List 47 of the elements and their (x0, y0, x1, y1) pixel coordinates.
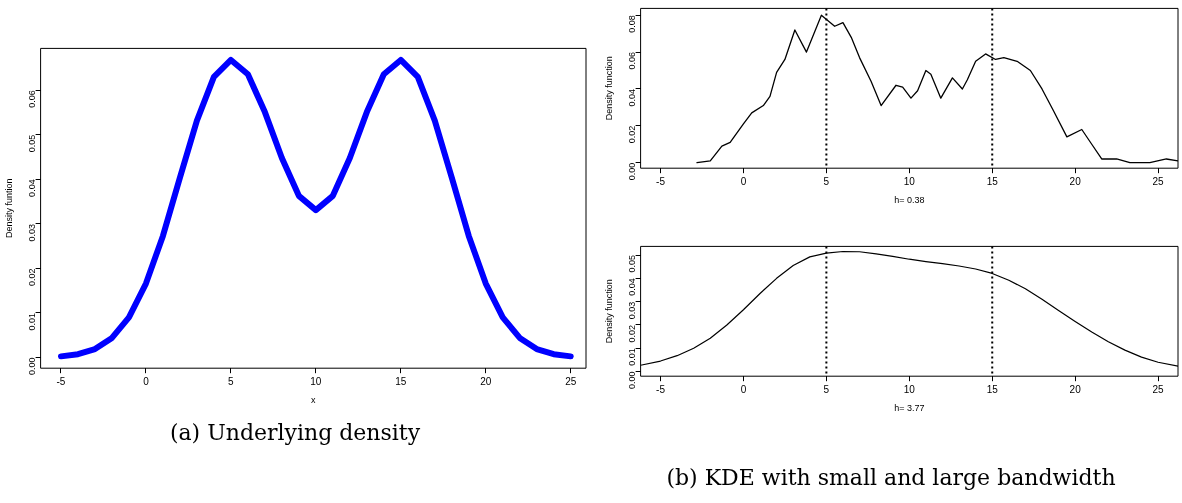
x-tick-label: 25 (1152, 383, 1165, 395)
y-tick-label: 0.04 (627, 88, 638, 107)
y-tick-label: 0.05 (27, 134, 38, 153)
y-tick-label: 0.05 (627, 255, 638, 273)
y-axis-title: Density funtion (3, 178, 14, 239)
x-axis-title: h= 0.38 (894, 195, 925, 206)
x-tick-label: 0 (143, 375, 150, 387)
y-tick-label: 0.06 (627, 52, 638, 70)
y-tick-label: 0.06 (27, 90, 38, 108)
x-tick-label: 0 (740, 383, 747, 395)
x-tick-label: -5 (656, 175, 666, 187)
y-tick-label: 0.04 (27, 179, 38, 197)
x-tick-label: 5 (228, 375, 235, 387)
x-tick-label: 5 (823, 175, 830, 187)
y-tick-label: 0.04 (627, 278, 638, 296)
x-tick-label: 10 (903, 383, 916, 395)
x-tick-label: 25 (1152, 175, 1165, 187)
x-tick-label: 25 (565, 375, 577, 387)
y-tick-label: 0.00 (27, 357, 38, 376)
y-axis-title: Density function (603, 56, 614, 121)
x-tick-label: 20 (1069, 383, 1082, 395)
y-tick-label: 0.00 (627, 162, 638, 181)
x-tick-label: 20 (1069, 175, 1082, 187)
x-axis-title: h= 3.77 (894, 403, 925, 414)
text: (a) Underlying density (168, 420, 422, 445)
x-tick-label: 0 (740, 175, 747, 187)
x-tick-label: -5 (656, 383, 666, 395)
text: (b) KDE with small and large bandwidth (665, 465, 1117, 490)
y-axis-title: Density function (603, 279, 614, 344)
x-tick-label: 20 (480, 375, 492, 387)
y-tick-label: 0.08 (627, 15, 638, 33)
x-tick-label: 15 (986, 383, 999, 395)
x-tick-label: 15 (986, 175, 999, 187)
y-tick-label: 0.02 (627, 125, 638, 144)
x-tick-label: 10 (310, 375, 322, 387)
x-axis-title: x (311, 395, 317, 406)
y-tick-label: 0.02 (627, 324, 638, 343)
x-tick-label: 10 (903, 175, 916, 187)
x-tick-label: 5 (823, 383, 830, 395)
x-tick-label: 15 (395, 375, 407, 387)
y-tick-label: 0.01 (627, 348, 638, 366)
y-tick-label: 0.02 (27, 268, 38, 286)
y-tick-label: 0.00 (627, 371, 638, 390)
y-tick-label: 0.03 (27, 223, 38, 242)
y-tick-label: 0.03 (627, 301, 638, 320)
x-tick-label: -5 (56, 375, 66, 387)
y-tick-label: 0.01 (27, 312, 38, 331)
